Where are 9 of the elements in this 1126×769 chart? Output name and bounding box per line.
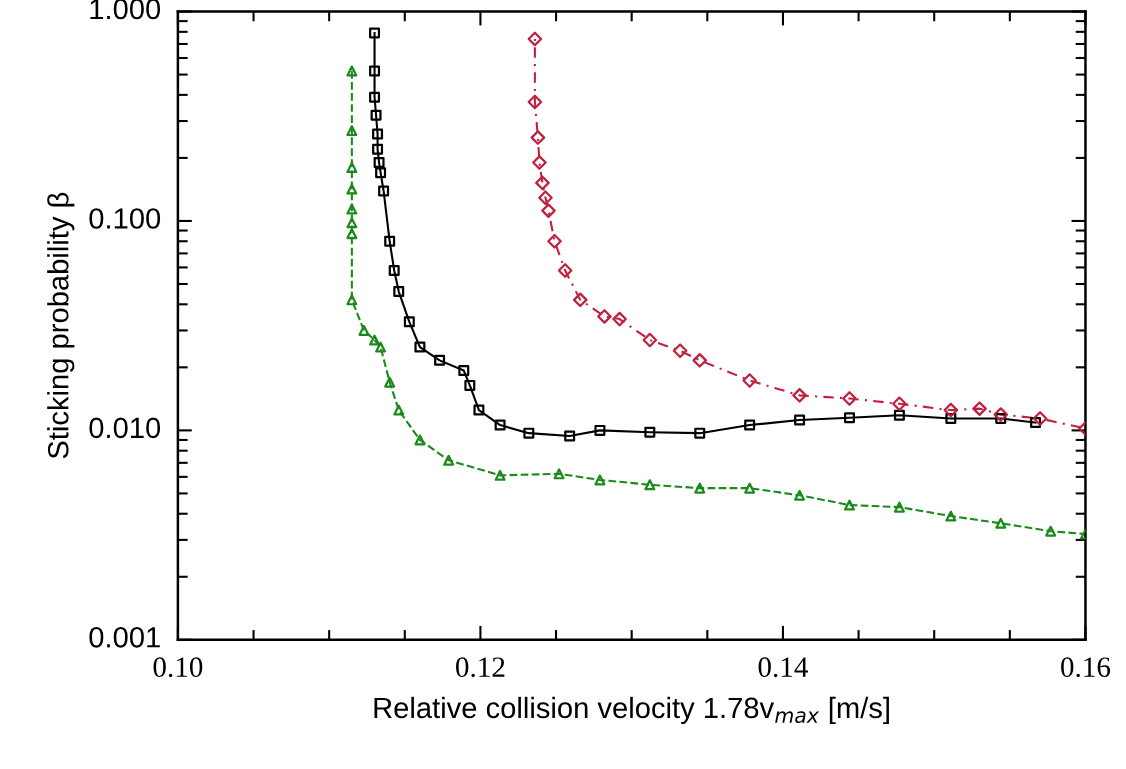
y-tick-label: 0.001 <box>89 626 160 648</box>
y-axis-title: Sticking probability β <box>47 192 75 459</box>
x-tick-label: 0.12 <box>456 657 505 678</box>
y-tick-label: 0.100 <box>89 208 161 229</box>
x-tick-label: 0.16 <box>1061 657 1111 678</box>
y-tick-label: 0.010 <box>89 417 161 439</box>
x-axis-title: Relative collision velocity 1.78v$_{max}$ [m/s] <box>374 696 889 724</box>
x-tick-label: 0.10 <box>153 657 203 678</box>
x-tick-label: 0.14 <box>758 657 809 678</box>
